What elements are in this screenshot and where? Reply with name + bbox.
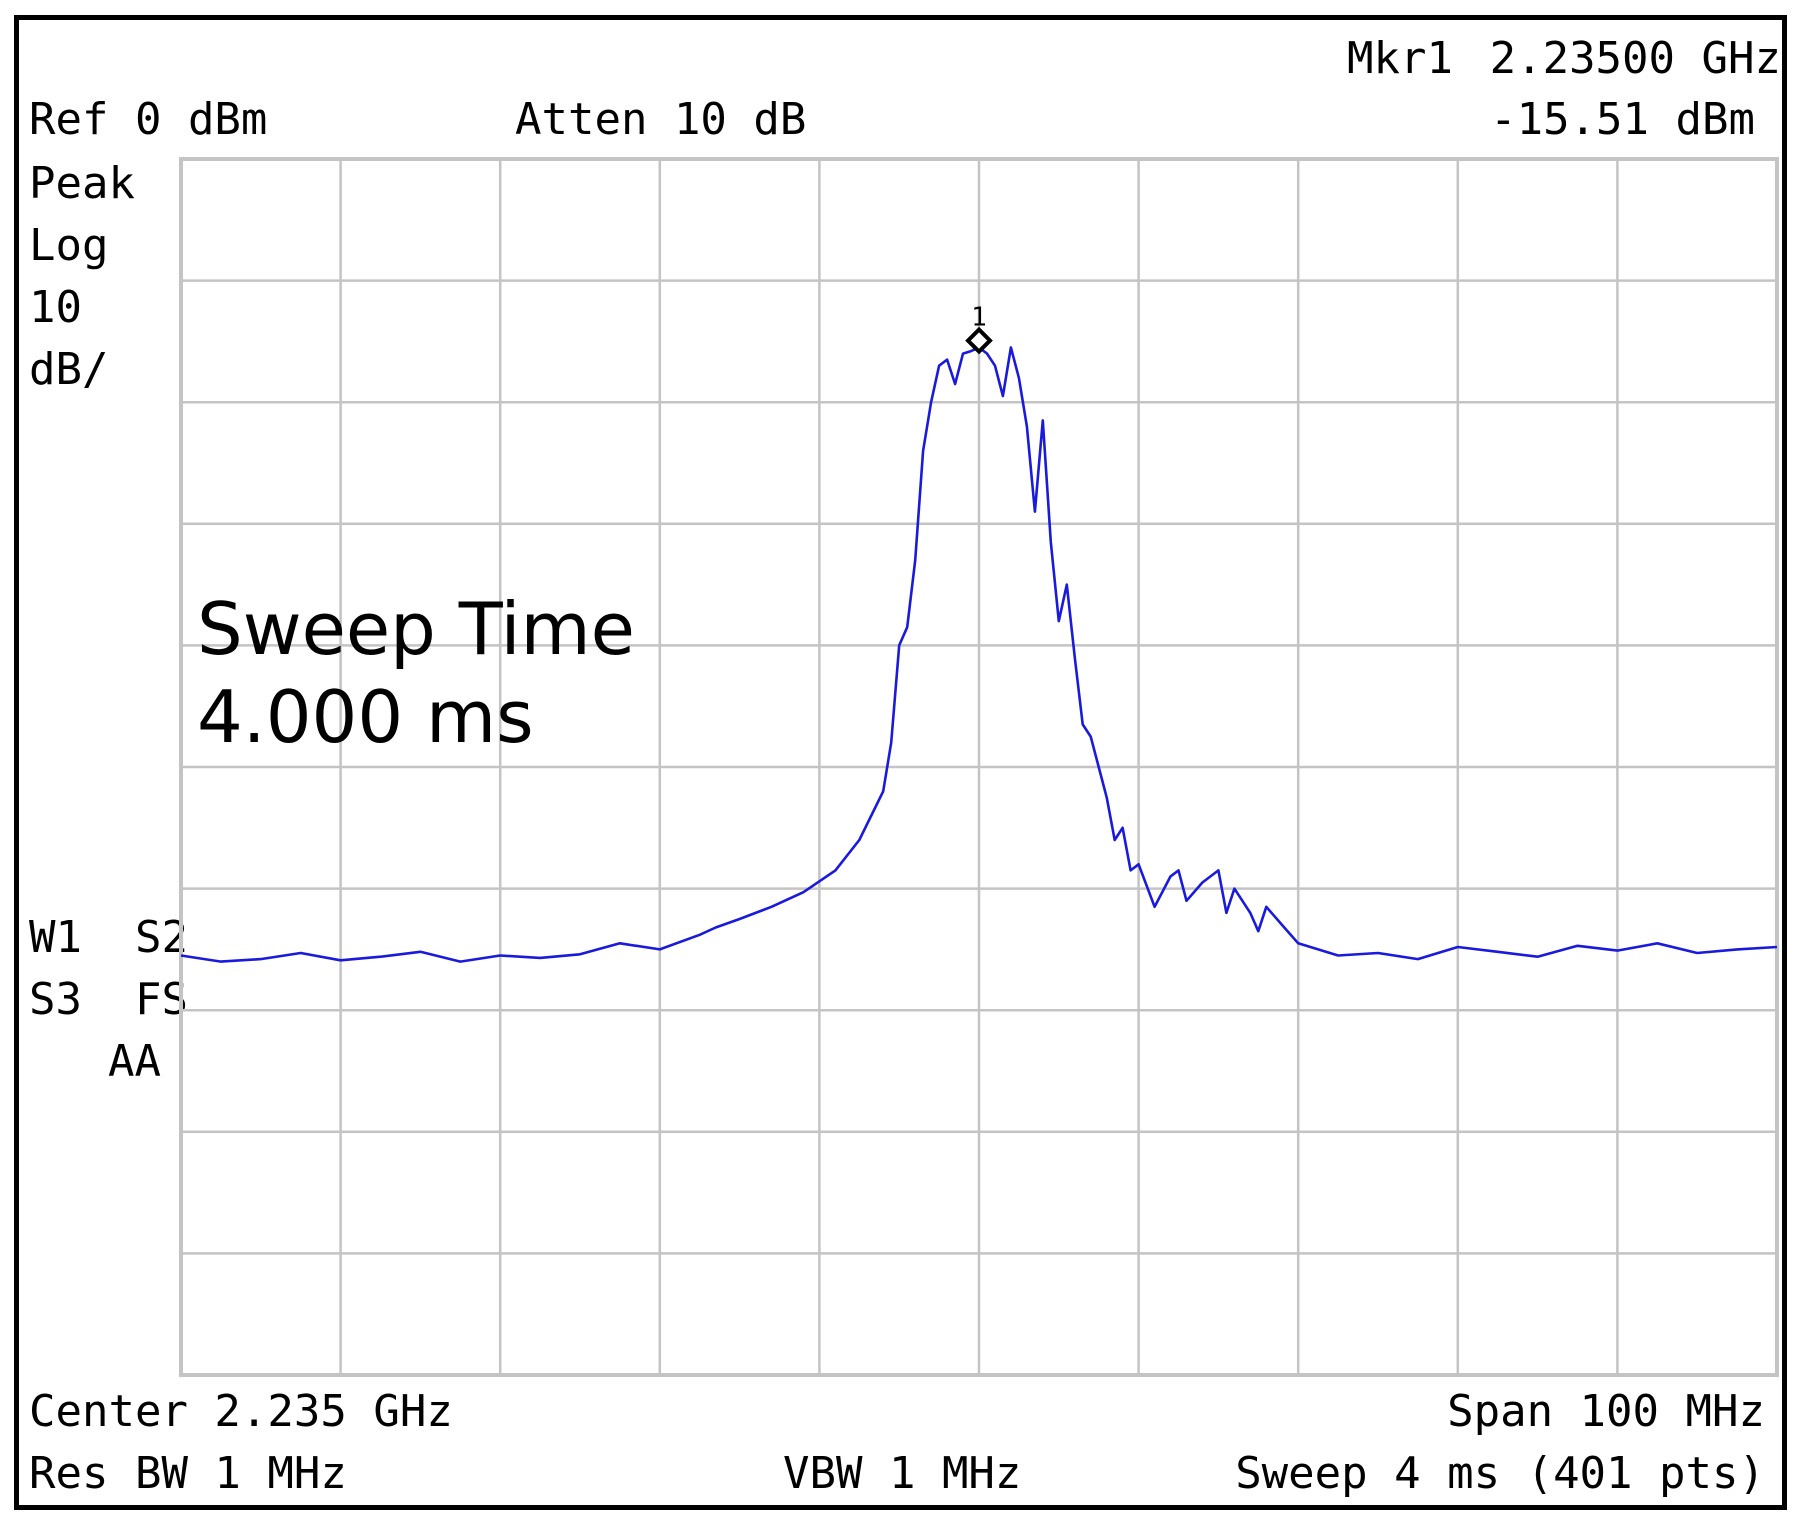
span-label: Span 100 MHz (1447, 1386, 1765, 1437)
plot-border (179, 157, 1779, 1377)
sweep-time-value: 4.000 ms (197, 675, 534, 759)
sweep-label: Sweep 4 ms (401 pts) (1235, 1448, 1765, 1499)
scale-unit-label: dB/ (29, 344, 109, 395)
scale-type-label: Log (29, 220, 109, 271)
sweep-time-title: Sweep Time (197, 587, 635, 671)
marker-name-label: Mkr1 (1347, 33, 1453, 84)
ref-level-label: Ref 0 dBm (29, 94, 268, 145)
marker-frequency-label: 2.23500 GHz (1489, 33, 1781, 84)
res-bw-label: Res BW 1 MHz (29, 1448, 347, 1499)
marker-diamond-icon (965, 326, 993, 355)
grid (181, 159, 1777, 1375)
sweep-mode-label: S3 FS (29, 974, 188, 1025)
center-frequency-label: Center 2.235 GHz (29, 1386, 453, 1437)
marker-amplitude-label: -15.51 dBm (1490, 94, 1755, 145)
vbw-label: VBW 1 MHz (783, 1448, 1022, 1499)
marker-number: 1 (971, 303, 987, 333)
detector-label: Peak (29, 158, 135, 209)
scale-value-label: 10 (29, 282, 82, 333)
marker-1: 1 (965, 303, 993, 355)
aa-label: AA (108, 1036, 161, 1087)
attenuation-label: Atten 10 dB (515, 94, 807, 145)
spectrum-trace (180, 346, 1778, 963)
analyzer-frame (14, 15, 1787, 1510)
